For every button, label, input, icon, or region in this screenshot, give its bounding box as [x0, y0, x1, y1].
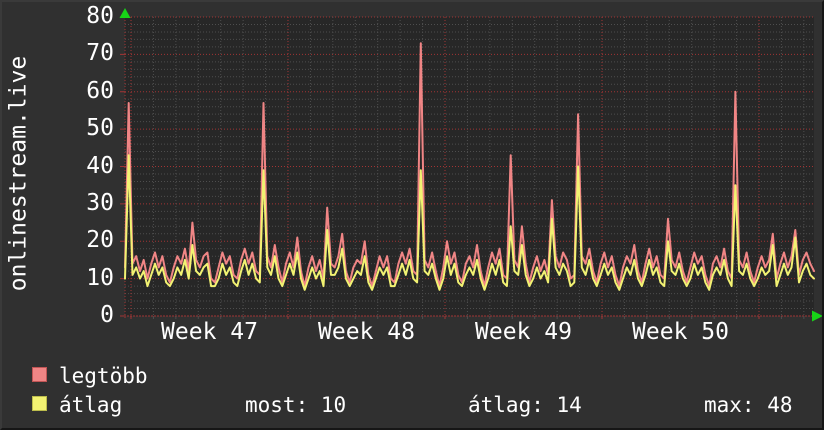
stat-most: most: 10	[245, 393, 347, 417]
x-tick-label: Week 49	[475, 319, 572, 345]
x-tick-label: Week 47	[161, 319, 258, 345]
y-tick-label: 10	[86, 264, 114, 291]
y-tick-label: 20	[86, 227, 114, 254]
series-line-legtobb	[124, 42, 815, 288]
legend-swatch-legtobb	[32, 367, 47, 382]
x-tick-label: Week 50	[632, 319, 729, 345]
y-tick-label: 70	[86, 40, 114, 67]
x-axis-arrow-icon	[812, 310, 822, 322]
x-tick-label: Week 48	[318, 319, 415, 345]
y-tick-label: 30	[86, 189, 114, 216]
y-tick-label: 50	[86, 115, 114, 142]
y-tick-label: 80	[86, 3, 114, 29]
stat-max: max: 48	[704, 393, 793, 417]
y-tick-label: 0	[100, 302, 114, 328]
y-axis-arrow-icon	[119, 8, 131, 18]
legend-swatch-atlag	[32, 396, 47, 411]
legend-label-atlag: átlag	[59, 393, 123, 417]
legend-label-legtobb: legtöbb	[59, 364, 148, 388]
series-line-atlag	[124, 154, 815, 291]
y-tick-label: 40	[86, 152, 114, 179]
y-tick-label: 60	[86, 77, 114, 104]
stat-atlag: átlag: 14	[468, 393, 582, 417]
